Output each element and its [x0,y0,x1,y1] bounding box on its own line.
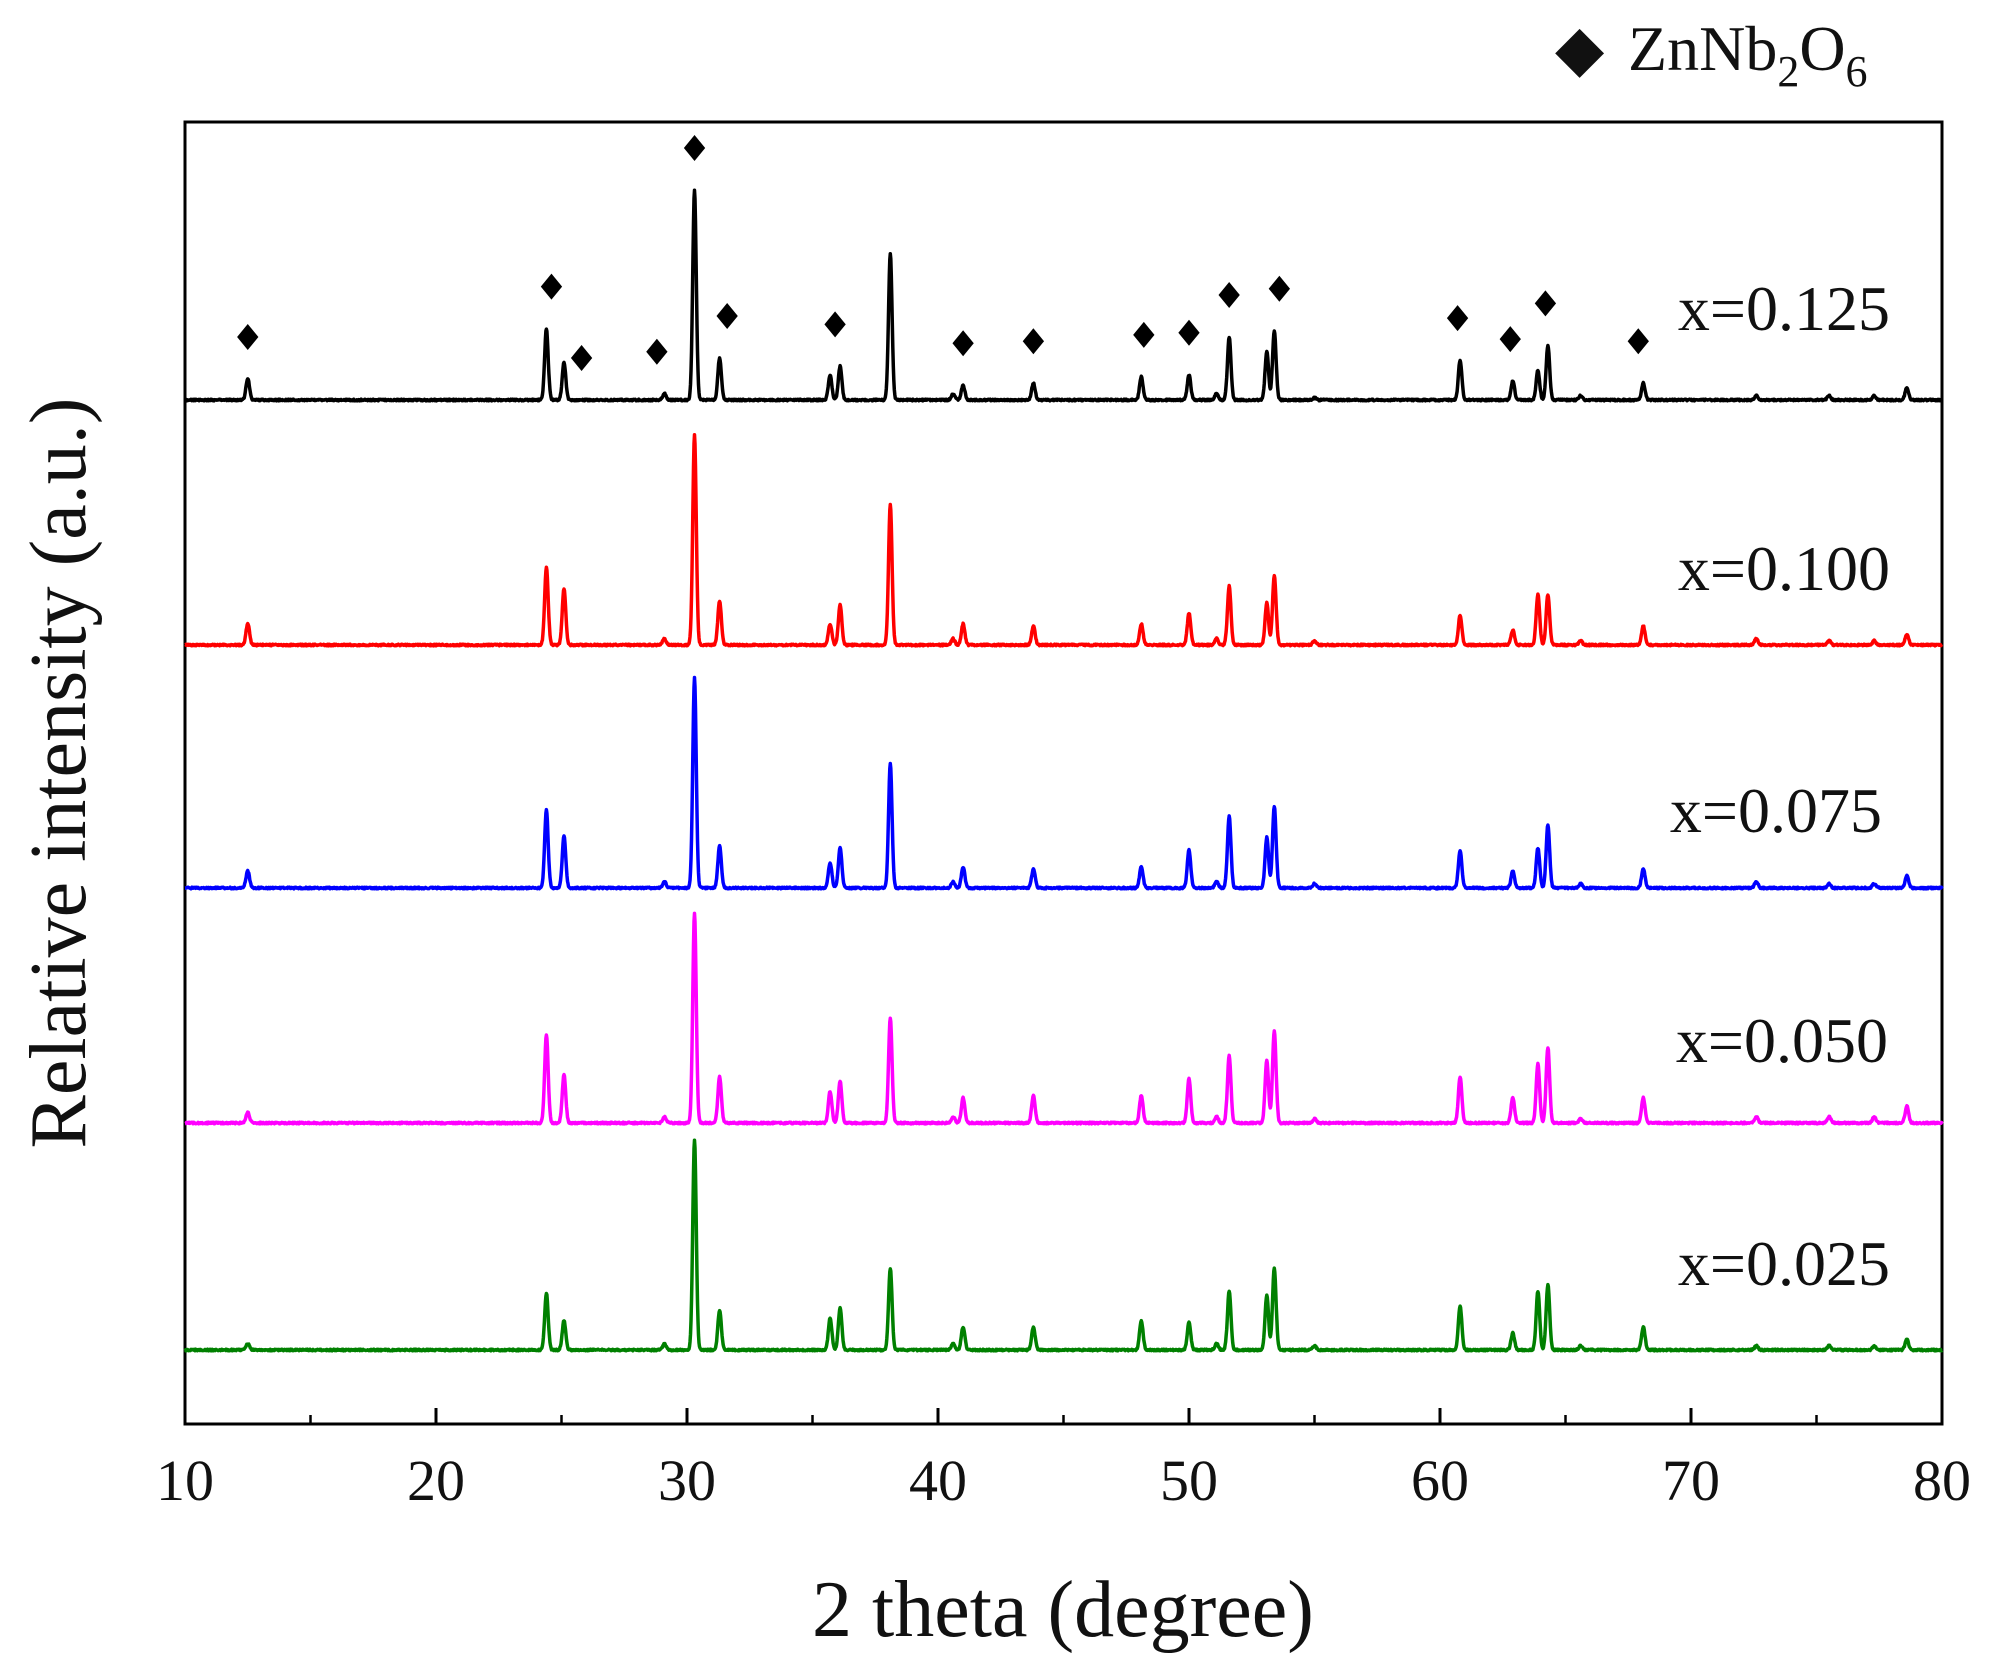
peak-marker-diamond-2 [570,345,593,371]
x-axis: 10 20 30 40 50 60 70 80 [156,1408,1971,1513]
peak-marker-diamond-8 [1022,328,1045,355]
peak-marker-diamond-11 [1218,282,1240,308]
peak-marker-diamond-15 [1534,290,1557,317]
peak-marker-diamond-3 [646,338,668,365]
x-tick-label-60: 60 [1411,1448,1469,1513]
peak-marker-diamond-1 [540,273,563,300]
x-tick-label-30: 30 [658,1448,716,1513]
x-tick-label-10: 10 [156,1448,214,1513]
series-line-x-0-125 [183,188,1944,403]
series-label-x-0-025: x=0.025 [1678,1228,1890,1299]
series-layer [183,188,1944,1353]
x-tick-label-80: 80 [1913,1448,1971,1513]
peak-marker-diamond-4 [683,135,706,161]
series-line-x-0-100 [183,432,1944,648]
peak-marker-diamond-16 [1627,328,1649,355]
peak-marker-diamond-9 [1133,321,1155,348]
legend-label-part-2: O [1799,13,1845,84]
peak-marker-diamond-14 [1499,326,1521,353]
series-label-x-0-075: x=0.075 [1670,775,1882,846]
peak-marker-diamond-0 [237,324,259,350]
x-axis-title: 2 theta (degree) [812,1566,1314,1654]
legend-label-part-1: ZnNb [1628,13,1777,84]
legend-marker-icon: ◆ [1555,13,1605,84]
peak-marker-layer [237,135,1649,371]
series-label-x-0-100: x=0.100 [1678,533,1890,604]
x-tick-label-70: 70 [1662,1448,1720,1513]
legend-label: ZnNb2O6 [1628,13,1868,96]
x-tick-label-40: 40 [909,1448,967,1513]
y-axis-title: Relative intensity (a.u.) [15,398,103,1149]
series-line-x-0-025 [183,1138,1944,1353]
x-tick-label-20: 20 [407,1448,465,1513]
peak-marker-diamond-12 [1268,275,1291,302]
peak-marker-diamond-10 [1178,319,1200,346]
peak-marker-diamond-5 [716,303,738,329]
series-label-x-0-050: x=0.050 [1676,1005,1888,1076]
legend-label-sub-1: 2 [1777,47,1799,96]
series-label-x-0-125: x=0.125 [1678,273,1890,344]
legend-label-sub-2: 6 [1846,47,1868,96]
x-tick-label-50: 50 [1160,1448,1218,1513]
peak-marker-diamond-6 [824,311,846,338]
peak-marker-diamond-13 [1446,305,1469,332]
peak-marker-diamond-7 [952,330,974,357]
series-line-x-0-050 [183,911,1944,1126]
series-line-x-0-075 [183,675,1944,891]
